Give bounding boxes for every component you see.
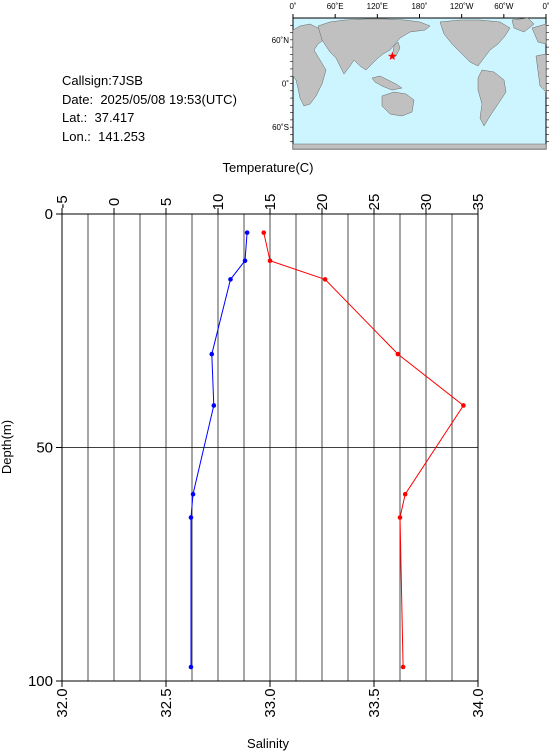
temperature-tick-label: 10 [210,194,227,211]
depth-tick-label: 0 [45,206,53,223]
temperature-tick-label: 35 [470,194,487,211]
map-tick-labels: 0˚ 60˚E 120˚E 180˚ 120˚W 60˚W 0˚ 60˚N 0˚ 60˚S [272,2,550,143]
map-lon-tick-label: 60˚E [327,2,344,11]
temperature-tick-label: 20 [314,194,331,211]
map-lon-tick-label: 0˚ [542,2,549,11]
temperature-data-point [267,258,273,264]
salinity-tick-label: 32.5 [158,688,175,717]
salinity-tick-label: 33.5 [366,688,383,717]
depth-axis-title: Depth(m) [0,420,14,474]
salinity-data-point [211,403,217,408]
salinity-axis-title: Salinity [247,736,289,751]
temperature-profile-line [263,232,465,668]
salinity-data-point [209,351,215,357]
map-lon-tick-label: 120˚W [450,2,474,11]
temperature-data-point [395,351,401,357]
depth-tick-label: 100 [28,673,53,690]
temperature-axis-title: Temperature(C) [222,160,313,175]
temperature-data-point [402,491,408,497]
salinity-tick-label: 32.0 [54,688,71,717]
chart-grid [61,214,479,681]
map-lon-tick-label: 180˚ [411,2,427,11]
lon-value: 141.253 [98,128,146,144]
salinity-tick-label: 34.0 [470,688,487,717]
map-lon-tick-label: 120˚E [367,2,388,11]
temperature-data-point [397,515,403,520]
station-marker [388,51,397,60]
salinity-tick-label: 33.0 [262,688,279,717]
temperature-data-point [461,403,466,408]
date-row: Date: 2025/05/08 19:53(UTC) [62,91,237,110]
temperature-data-point [400,664,406,670]
salinity-data-point [228,277,233,282]
chart-series [188,230,466,670]
station-info: Callsign:7JSB Date: 2025/05/08 19:53(UTC… [62,72,237,146]
temperature-tick-label: 0 [106,198,123,206]
map-lon-tick-label: 0˚ [289,2,296,11]
temperature-tick-label: 5 [158,198,175,206]
temperature-data-point [322,277,328,282]
temperature-tick-label: -5 [54,195,71,208]
callsign-label: Callsign: [62,73,112,88]
salinity-data-point [188,664,194,670]
temperature-data-point [261,230,267,235]
date-label: Date: [62,91,94,107]
temperature-tick-label: 25 [366,194,383,211]
date-value: 2025/05/08 19:53(UTC) [100,91,237,107]
salinity-data-point [244,230,250,235]
world-map: 0˚ 60˚E 120˚E 180˚ 120˚W 60˚W 0˚ 60˚N 0˚ 60˚S [272,2,550,150]
temperature-tick-label: 15 [262,194,279,211]
salinity-data-point [242,258,248,264]
depth-tick-label: 50 [36,440,53,457]
lat-row: Lat.: 37.417 [62,109,237,128]
map-land [292,17,547,150]
lat-label: Lat.: [62,110,88,125]
salinity-profile-line [190,232,248,667]
lon-label: Lon.: [62,128,91,144]
map-lat-tick-label: 0˚ [282,80,289,89]
salinity-data-point [190,491,196,497]
callsign-value: 7JSB [111,73,143,88]
lat-value: 37.417 [94,110,135,125]
map-lon-tick-label: 60˚W [494,2,514,11]
salinity-data-point [188,515,194,520]
map-lat-tick-label: 60˚N [272,36,290,45]
map-lat-tick-label: 60˚S [272,123,289,132]
callsign-row: Callsign:7JSB [62,72,237,91]
lon-row: Lon.: 141.253 [62,128,237,147]
temperature-tick-label: 30 [418,194,435,211]
